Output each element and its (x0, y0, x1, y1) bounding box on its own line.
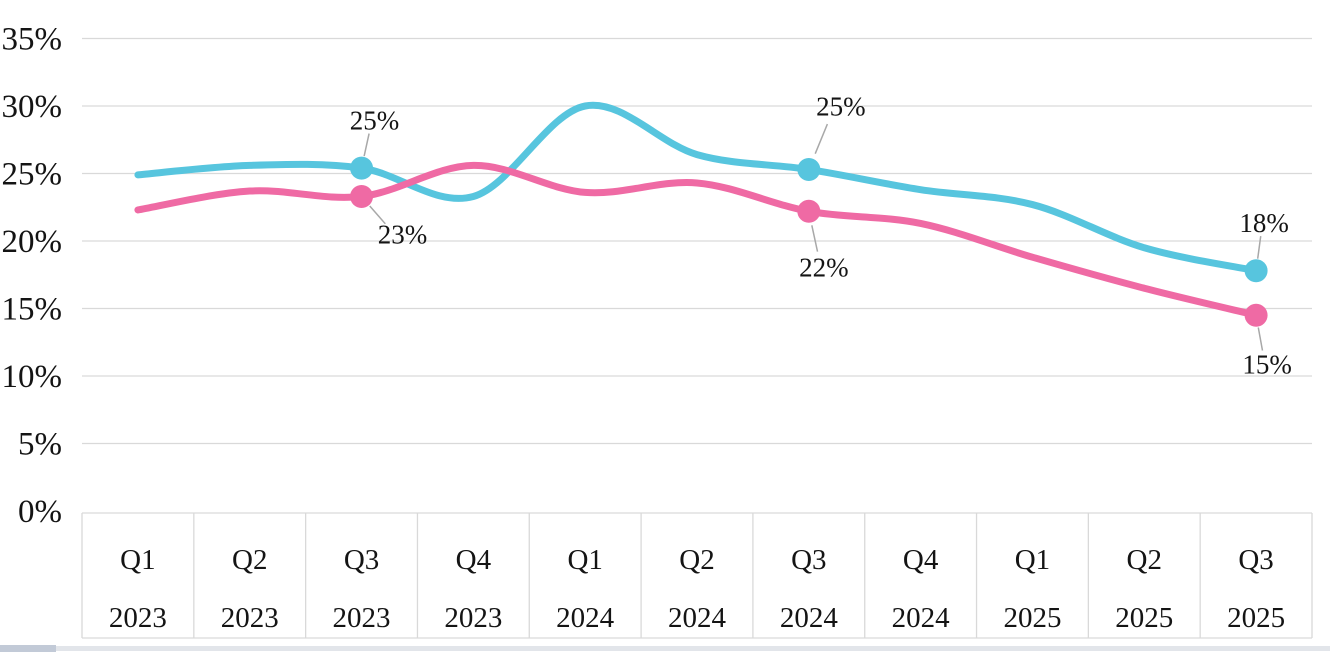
x-axis-quarter-label: Q4 (903, 544, 939, 576)
data-point-marker-blue (797, 157, 821, 181)
x-axis-year-label: 2023 (444, 602, 502, 634)
data-point-marker-pink (797, 199, 821, 223)
data-point-label: 25% (816, 92, 866, 122)
x-axis-quarter-label: Q2 (232, 544, 267, 576)
data-point-label: 18% (1239, 208, 1289, 238)
data-point-label: 25% (350, 105, 400, 135)
data-label-leader-line (1256, 236, 1262, 259)
x-axis-year-label: 2024 (780, 602, 839, 634)
x-axis-quarter-label: Q1 (1015, 544, 1050, 576)
y-axis-tick-label: 30% (2, 89, 63, 125)
data-point-marker-blue (350, 156, 374, 180)
x-axis-quarter-label: Q3 (344, 544, 379, 576)
data-label-leader-line (363, 133, 370, 157)
data-label-leader-line (1257, 327, 1264, 351)
data-label-leader-line (369, 205, 386, 225)
series-line-blue (134, 101, 1260, 275)
data-point-label: 23% (378, 220, 428, 250)
x-axis-year-label: 2023 (333, 602, 391, 634)
y-axis-tick-label: 35% (2, 22, 63, 58)
x-axis-year-label: 2025 (1115, 602, 1173, 634)
y-axis-tick-label: 10% (2, 359, 63, 395)
x-axis-year-label: 2024 (556, 602, 615, 634)
data-point-marker-pink (350, 184, 374, 208)
data-point-label: 15% (1242, 349, 1292, 379)
data-label-leader-line (814, 123, 829, 154)
bottom-left-corner-artifact (0, 645, 56, 652)
x-axis-year-label: 2024 (892, 602, 951, 634)
x-axis-year-label: 2025 (1003, 602, 1061, 634)
y-axis-tick-label: 5% (18, 427, 62, 463)
x-axis-quarter-label: Q2 (679, 544, 714, 576)
data-point-marker-blue (1244, 259, 1268, 283)
x-axis-quarter-label: Q1 (120, 544, 155, 576)
y-axis-tick-label: 20% (2, 224, 63, 260)
x-axis-quarter-label: Q1 (567, 544, 602, 576)
x-axis-year-label: 2024 (668, 602, 727, 634)
x-axis-year-label: 2023 (221, 602, 279, 634)
x-axis-quarter-label: Q3 (791, 544, 826, 576)
x-axis-quarter-label: Q4 (456, 544, 492, 576)
data-point-marker-pink (1244, 303, 1268, 327)
x-axis-year-label: 2025 (1227, 602, 1285, 634)
data-label-leader-line (811, 225, 819, 252)
x-axis-year-label: 2023 (109, 602, 167, 634)
x-axis-quarter-label: Q3 (1238, 544, 1273, 576)
y-axis-tick-label: 15% (2, 292, 63, 328)
y-axis-tick-label: 25% (2, 157, 63, 193)
x-axis-quarter-label: Q2 (1127, 544, 1162, 576)
data-point-label: 22% (799, 252, 849, 282)
bottom-edge-strip (0, 646, 1330, 651)
series-line-pink (134, 161, 1260, 319)
y-axis-tick-label: 0% (18, 494, 62, 530)
